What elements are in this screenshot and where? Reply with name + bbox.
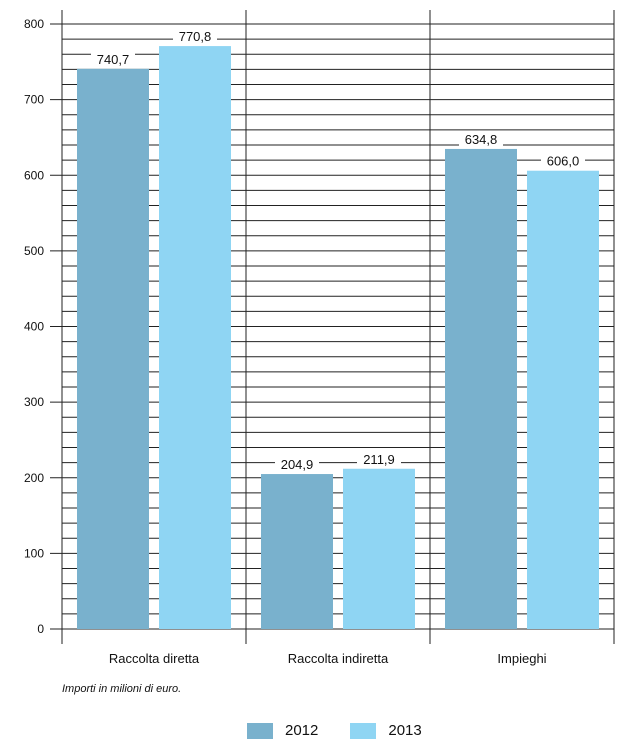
bar-2012-1 <box>261 474 333 629</box>
axes: 0 100 200 300 400 500 600 700 800 <box>24 10 615 644</box>
data-label-2012-2: 634,8 <box>465 132 498 147</box>
data-label-2013-2: 606,0 <box>547 154 580 169</box>
category-label-1: Raccolta indiretta <box>288 651 389 666</box>
data-label-2013-0: 770,8 <box>179 29 212 44</box>
y-tick-label: 800 <box>24 17 44 31</box>
legend-item-2013: 2013 <box>350 722 422 739</box>
data-label-bg <box>275 457 319 472</box>
y-tick-label: 100 <box>24 546 44 560</box>
legend-label-2013: 2013 <box>388 722 422 739</box>
bar-2012-2 <box>445 148 517 629</box>
y-tick-label: 300 <box>24 395 44 409</box>
bar-2012-0 <box>77 68 149 629</box>
y-tick-label: 0 <box>37 622 44 636</box>
data-label-2012-0: 740,7 <box>97 52 130 67</box>
data-label-bg <box>91 51 135 66</box>
y-tick-label: 500 <box>24 244 44 258</box>
legend-item-2012: 2012 <box>247 722 318 739</box>
bar-2013-2 <box>527 170 599 629</box>
labels: 740,7 770,8 Raccolta diretta 204,9 211,9 Racc… <box>91 29 585 666</box>
data-label-bg <box>541 153 585 168</box>
gridlines <box>62 23 614 630</box>
legend: 2012 2013 <box>247 722 454 739</box>
y-tick-label: 700 <box>24 93 44 107</box>
bars <box>77 46 599 629</box>
data-label-bg <box>357 451 401 466</box>
bar-2013-0 <box>159 46 231 629</box>
category-label-2: Impieghi <box>497 651 546 666</box>
units-note: Importi in milioni di euro. <box>62 683 182 695</box>
y-tick-label: 400 <box>24 320 44 334</box>
y-tick-label: 200 <box>24 471 44 485</box>
y-tick-label: 600 <box>24 168 44 182</box>
category-label-0: Raccolta diretta <box>109 651 200 666</box>
bar-2013-1 <box>343 468 415 629</box>
data-label-bg <box>173 29 217 44</box>
data-label-bg <box>459 131 503 146</box>
data-label-2013-1: 211,9 <box>363 452 395 467</box>
data-label-2012-1: 204,9 <box>281 457 314 472</box>
legend-label-2012: 2012 <box>285 722 319 739</box>
legend-swatch-2012 <box>247 722 273 739</box>
legend-swatch-2013 <box>350 722 377 739</box>
